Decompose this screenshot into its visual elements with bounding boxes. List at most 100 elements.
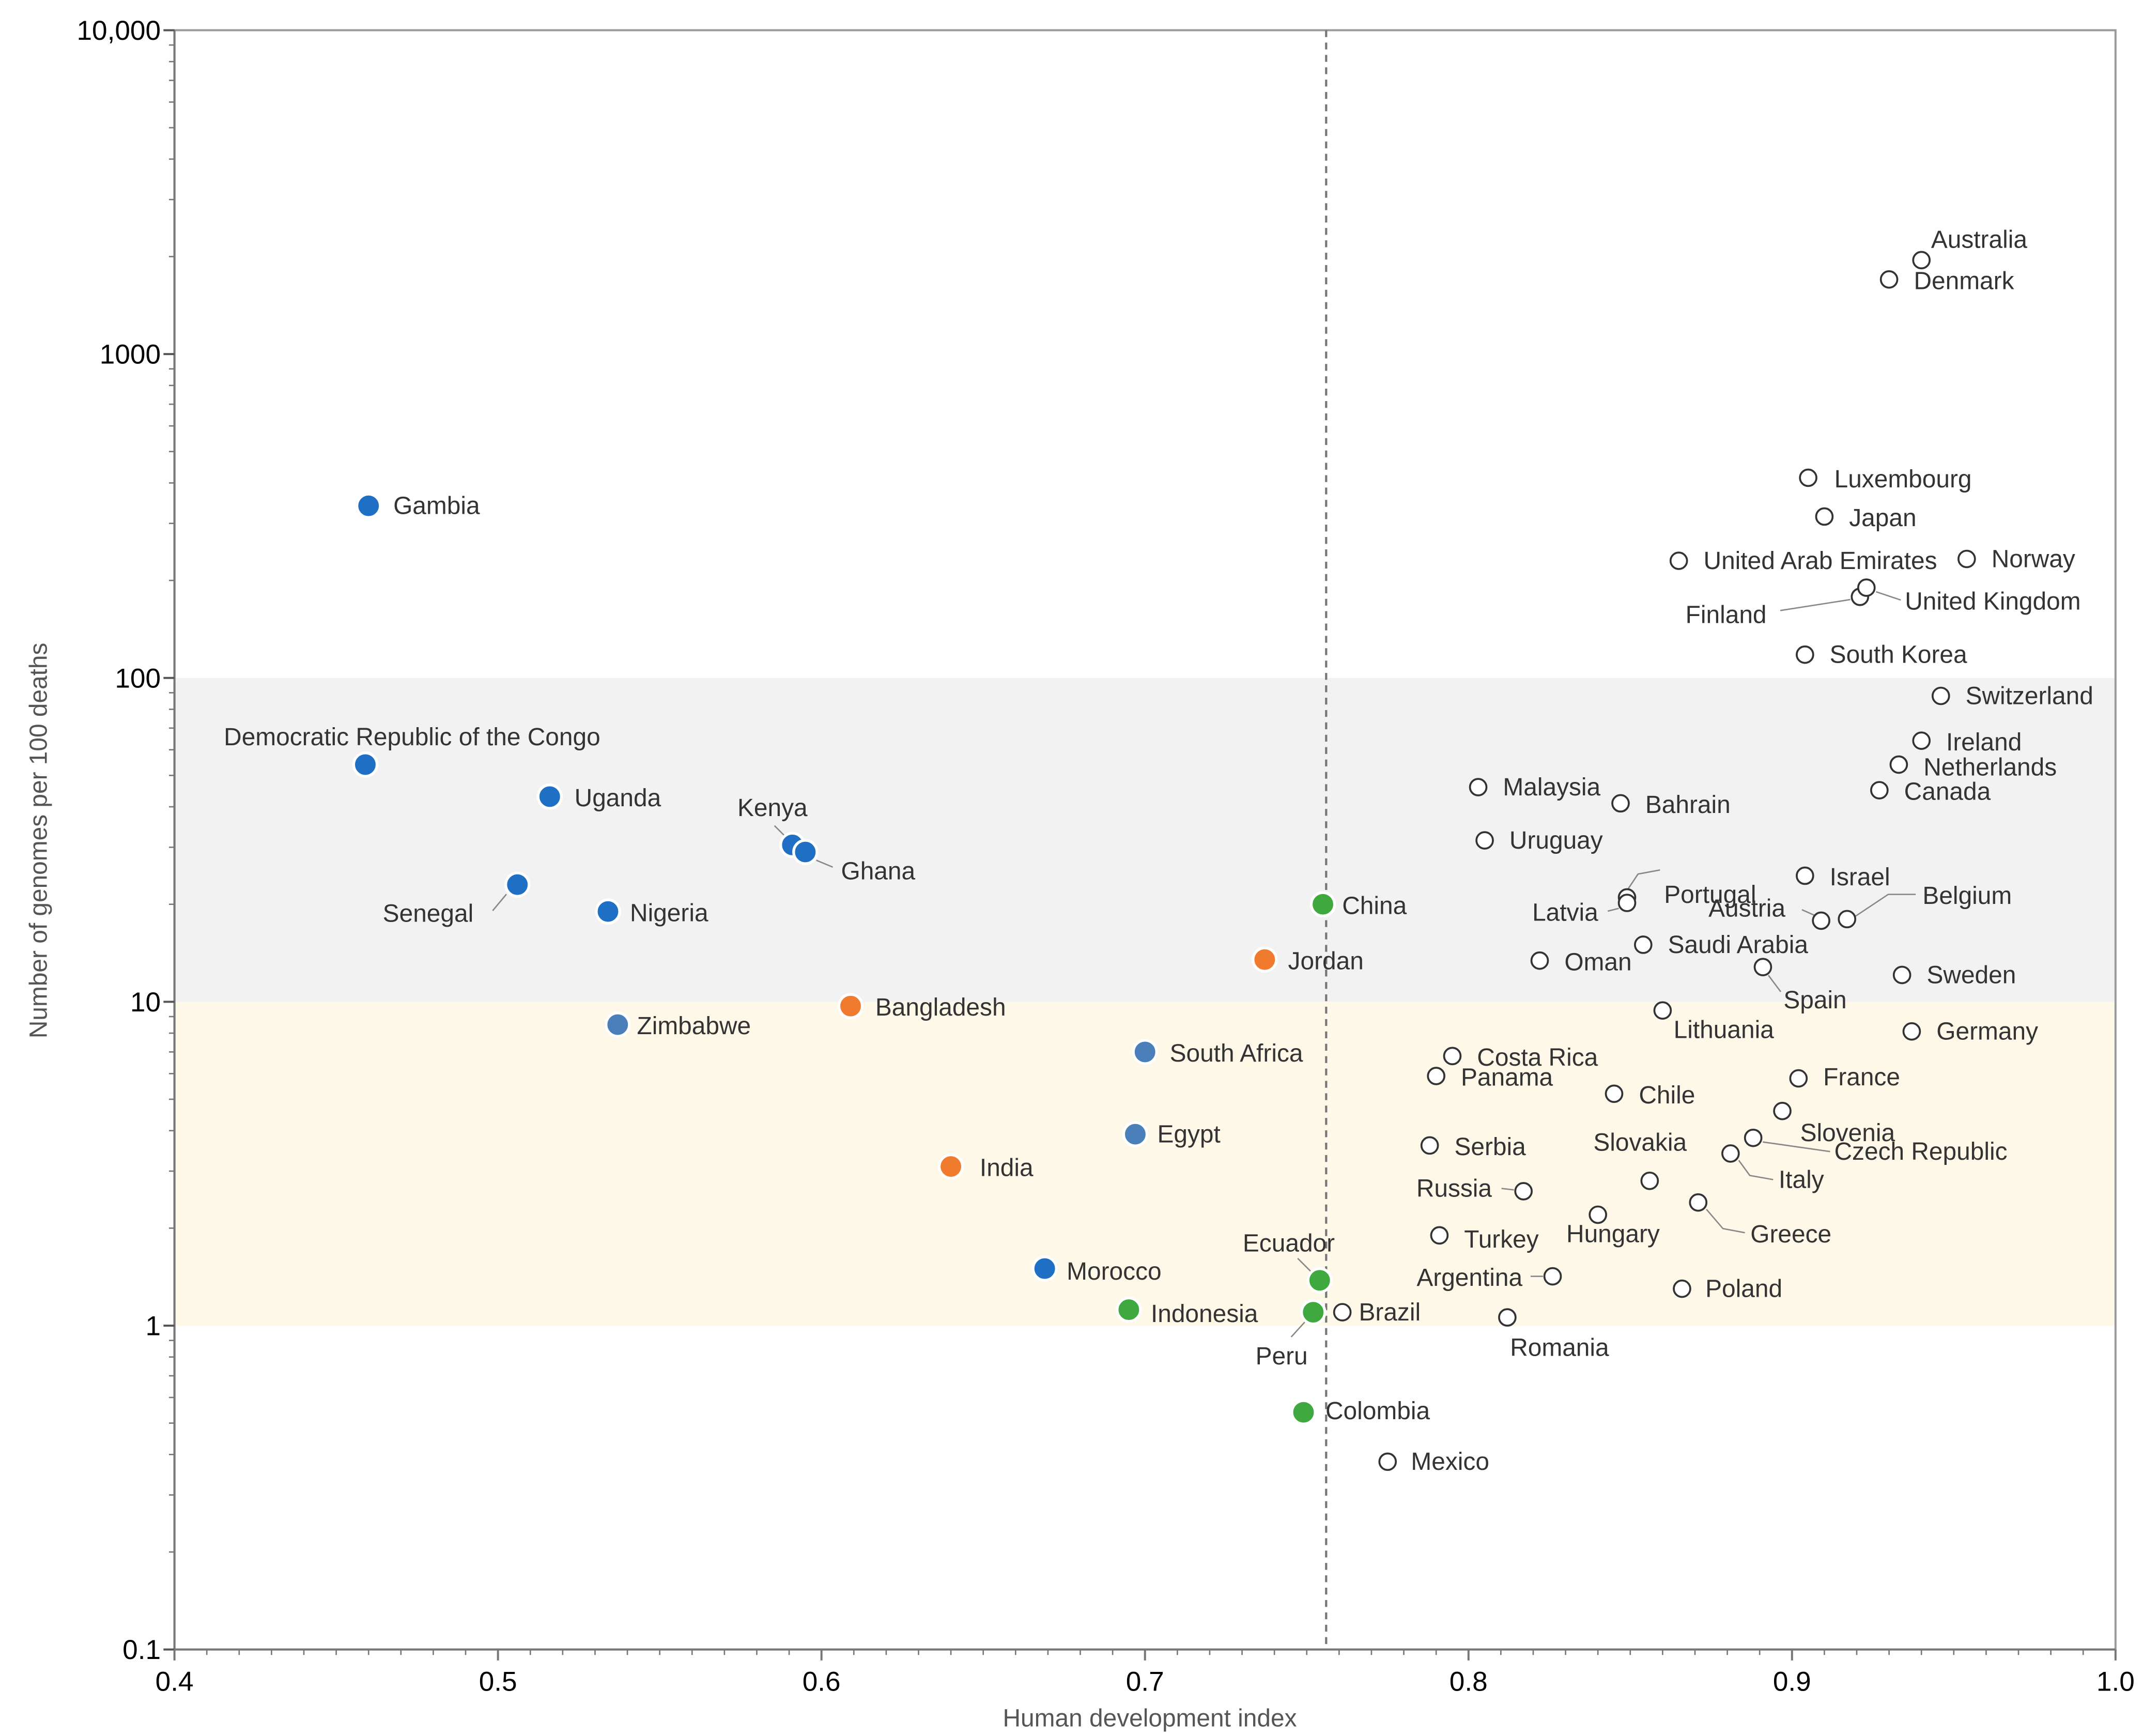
point-zimbabwe bbox=[605, 1011, 631, 1038]
label-panama: Panama bbox=[1461, 1064, 1553, 1092]
label-sweden: Sweden bbox=[1926, 961, 2016, 989]
label-denmark: Denmark bbox=[1914, 267, 2014, 295]
label-colombia: Colombia bbox=[1325, 1397, 1430, 1425]
label-argentina: Argentina bbox=[1416, 1264, 1522, 1292]
x-tick-label: 1.0 bbox=[2096, 1666, 2135, 1697]
point-czech-republic bbox=[1744, 1128, 1763, 1147]
point-united-arab-emirates bbox=[1669, 551, 1688, 570]
label-slovenia: Slovenia bbox=[1800, 1119, 1895, 1147]
y-tick-label: 10,000 bbox=[76, 16, 161, 46]
label-serbia: Serbia bbox=[1454, 1133, 1526, 1161]
x-tick-label: 0.5 bbox=[479, 1666, 517, 1697]
x-axis-title: Human development index bbox=[1003, 1704, 1297, 1732]
label-norway: Norway bbox=[1992, 545, 2075, 573]
point-switzerland bbox=[1931, 686, 1950, 705]
leader-czech-republic bbox=[1763, 1141, 1830, 1153]
label-france: France bbox=[1823, 1064, 1900, 1091]
label-ghana: Ghana bbox=[841, 858, 915, 885]
point-panama bbox=[1427, 1067, 1445, 1085]
label-united-kingdom: United Kingdom bbox=[1905, 588, 2080, 616]
point-australia bbox=[1912, 251, 1931, 270]
label-uganda: Uganda bbox=[575, 785, 661, 812]
x-tick-label: 0.4 bbox=[156, 1666, 194, 1697]
leader-latvia bbox=[1607, 908, 1619, 912]
point-russia bbox=[1514, 1182, 1533, 1201]
label-lithuania: Lithuania bbox=[1674, 1016, 1775, 1043]
point-uruguay bbox=[1475, 831, 1494, 850]
label-malaysia: Malaysia bbox=[1503, 774, 1600, 801]
point-egypt bbox=[1122, 1121, 1149, 1147]
label-russia: Russia bbox=[1416, 1175, 1492, 1203]
point-mexico bbox=[1378, 1452, 1397, 1471]
label-finland: Finland bbox=[1686, 601, 1767, 628]
point-romania bbox=[1498, 1308, 1517, 1327]
point-canada bbox=[1870, 781, 1889, 800]
leader-belgium bbox=[1855, 894, 1916, 917]
point-senegal bbox=[504, 871, 531, 898]
leader-peru bbox=[1290, 1321, 1306, 1338]
point-peru bbox=[1300, 1299, 1327, 1326]
label-peru: Peru bbox=[1256, 1343, 1308, 1370]
y-tick-label: 1000 bbox=[100, 340, 161, 370]
label-uruguay: Uruguay bbox=[1509, 827, 1603, 854]
point-argentina bbox=[1543, 1267, 1562, 1286]
label-bahrain: Bahrain bbox=[1645, 791, 1731, 819]
y-axis: 0.1 1 10 100 1000 10,000 bbox=[76, 16, 176, 1665]
label-austria: Austria bbox=[1708, 895, 1785, 922]
label-kenya: Kenya bbox=[737, 794, 808, 822]
label-australia: Australia bbox=[1931, 226, 2028, 253]
point-greece bbox=[1689, 1193, 1708, 1212]
label-egypt: Egypt bbox=[1157, 1121, 1220, 1148]
point-netherlands bbox=[1889, 755, 1908, 774]
point-south-africa bbox=[1132, 1039, 1158, 1065]
point-norway bbox=[1957, 549, 1976, 569]
label-turkey: Turkey bbox=[1464, 1226, 1539, 1253]
label-hungary: Hungary bbox=[1566, 1221, 1660, 1248]
point-bahrain bbox=[1611, 794, 1630, 813]
point-ghana bbox=[792, 839, 819, 865]
point-spain bbox=[1753, 958, 1772, 976]
point-germany bbox=[1902, 1022, 1921, 1041]
leader-lines bbox=[492, 591, 1916, 1338]
leader-finland bbox=[1780, 598, 1851, 611]
point-bangladesh bbox=[837, 993, 864, 1019]
leader-ecuador bbox=[1297, 1257, 1312, 1273]
label-united-arab-emirates: United Arab Emirates bbox=[1704, 547, 1937, 575]
label-ireland: Ireland bbox=[1946, 729, 2022, 756]
label-morocco: Morocco bbox=[1067, 1258, 1161, 1285]
label-oman: Oman bbox=[1564, 948, 1631, 976]
label-italy: Italy bbox=[1779, 1166, 1824, 1193]
label-poland: Poland bbox=[1705, 1276, 1782, 1303]
leader-spain bbox=[1768, 975, 1782, 992]
point-france bbox=[1789, 1069, 1808, 1088]
x-tick-label: 0.7 bbox=[1126, 1666, 1164, 1697]
label-czech-republic: Czech Republic bbox=[1834, 1138, 2008, 1165]
point-austria bbox=[1812, 911, 1830, 930]
x-axis: 0.4 0.5 0.6 0.7 0.8 0.9 1.0 bbox=[156, 1648, 2135, 1697]
label-south-korea: South Korea bbox=[1830, 641, 1967, 669]
point-latvia bbox=[1617, 894, 1637, 912]
label-greece: Greece bbox=[1750, 1221, 1831, 1248]
label-israel: Israel bbox=[1830, 864, 1890, 891]
point-nigeria bbox=[595, 898, 621, 925]
leader-ghana bbox=[816, 859, 834, 868]
label-luxembourg: Luxembourg bbox=[1834, 466, 1972, 493]
point-jordan bbox=[1252, 946, 1278, 973]
point-china bbox=[1309, 891, 1336, 917]
x-tick-label: 0.9 bbox=[1773, 1666, 1811, 1697]
label-indonesia: Indonesia bbox=[1151, 1300, 1258, 1328]
point-malaysia bbox=[1469, 778, 1488, 796]
point-luxembourg bbox=[1799, 468, 1817, 487]
leader-united-kingdom bbox=[1875, 591, 1901, 601]
label-gambia: Gambia bbox=[393, 493, 480, 520]
band-0 bbox=[174, 678, 2116, 1002]
point-lithuania bbox=[1653, 1001, 1672, 1020]
label-brazil: Brazil bbox=[1359, 1299, 1421, 1326]
point-india bbox=[937, 1153, 964, 1180]
y-tick-label: 1 bbox=[145, 1311, 161, 1342]
point-brazil bbox=[1333, 1303, 1352, 1322]
point-belgium bbox=[1838, 910, 1857, 929]
label-south-africa: South Africa bbox=[1170, 1040, 1303, 1067]
x-tick-label: 0.8 bbox=[1450, 1666, 1488, 1697]
